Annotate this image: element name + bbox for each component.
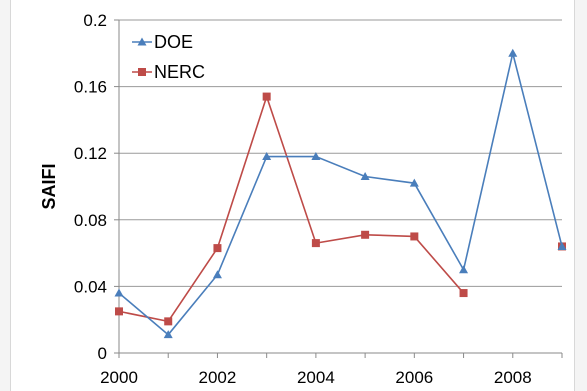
- y-tick-label: 0.12: [74, 144, 107, 163]
- nerc-point: [164, 317, 173, 326]
- y-tick-label: 0.08: [74, 211, 107, 230]
- x-tick-label: 2002: [199, 368, 237, 387]
- legend-item-nerc: NERC: [132, 62, 205, 82]
- x-tick-label: 2008: [494, 368, 532, 387]
- series-nerc: [115, 92, 566, 326]
- legend-marker: [137, 37, 147, 46]
- chart-panel: 0 0.04 0.08 0.12 0.16 0.2 2000 2002 2004 2006 2008…: [10, 0, 575, 391]
- y-tick-label: 0: [98, 344, 107, 363]
- doe-point: [114, 288, 124, 297]
- saifi-line-chart: 0 0.04 0.08 0.12 0.16 0.2 2000 2002 2004 2006 2008…: [39, 11, 567, 387]
- doe-point: [459, 265, 469, 274]
- y-tick-label: 0.2: [83, 11, 107, 30]
- nerc-point: [115, 307, 123, 316]
- doe-point: [262, 152, 272, 161]
- doe-point: [360, 172, 370, 181]
- doe-point: [557, 241, 567, 250]
- doe-point: [212, 270, 222, 279]
- doe-point: [311, 152, 321, 161]
- series-lines: [114, 48, 567, 339]
- legend-label: NERC: [154, 62, 205, 82]
- x-tick-label: 2004: [297, 368, 335, 387]
- doe-point: [508, 48, 518, 57]
- y-tick-label: 0.04: [74, 277, 107, 296]
- nerc-point: [213, 244, 222, 253]
- legend-item-doe: DOE: [132, 32, 193, 52]
- doe-point: [163, 330, 173, 339]
- series-doe: [114, 48, 567, 339]
- x-tick-label: 2000: [100, 368, 138, 387]
- gridlines: [119, 19, 562, 287]
- nerc-point: [410, 232, 419, 241]
- nerc-point: [311, 239, 320, 248]
- x-tick-label: 2006: [395, 368, 433, 387]
- nerc-point: [459, 289, 468, 298]
- nerc-point: [262, 92, 271, 101]
- legend: DOE NERC: [132, 32, 205, 82]
- y-tick-label: 0.16: [74, 78, 107, 97]
- legend-marker: [138, 68, 146, 76]
- doe-point: [409, 178, 419, 187]
- tick-labels: 0 0.04 0.08 0.12 0.16 0.2 2000 2002 2004 2006 2008: [74, 11, 532, 387]
- legend-label: DOE: [154, 32, 193, 52]
- axes: [114, 19, 563, 358]
- nerc-point: [361, 230, 370, 239]
- nerc-line: [118, 94, 465, 323]
- doe-line: [118, 53, 563, 336]
- y-axis-label: SAIFI: [39, 163, 59, 209]
